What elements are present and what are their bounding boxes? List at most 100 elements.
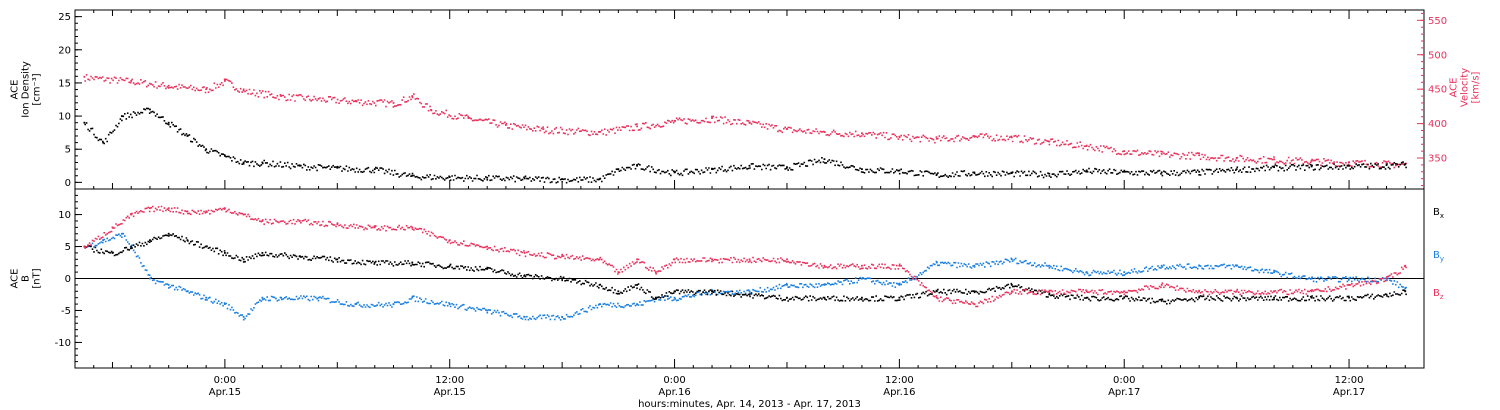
bz-series-value-point [748,258,751,261]
by-series-value-point [598,303,601,305]
bx-series [83,232,1407,305]
density-series-value-point [1273,166,1276,169]
density-series-value-point [1404,162,1407,165]
bz-series-value-point [861,264,863,267]
bx-series-value-point [1160,299,1163,302]
density-series-points [84,107,1407,184]
x-tick-time-label: 0:00 [663,375,685,386]
density-series-value-point [1385,164,1388,167]
velocity-axis-title-line: Velocity [1460,68,1471,107]
x-tick-date-label: Apr.16 [658,387,690,398]
density-series [83,107,1407,184]
data-series [83,74,1407,321]
top-panel-frame [74,9,1425,190]
bz-series-value-point [167,207,170,210]
density-series-value-point [1010,172,1013,174]
density-series-value-point [1123,170,1126,173]
b-tick-label: 5 [65,242,71,253]
bz-series-value-point [561,255,564,258]
by-series-value-point [149,277,151,280]
bx-series-value-point [1310,296,1313,299]
density-axis-title: ACE Ion Density [cm⁻³] [10,61,43,118]
velocity-series-value-point [542,128,545,131]
b-axis-title: ACE B [nT] [10,268,43,288]
velocity-series-value-point [1310,159,1313,162]
bz-series-value-point [336,223,339,226]
density-axis-title-line: [cm⁻³] [32,73,43,105]
bx-series-value-point [598,283,601,286]
velocity-series-value-point [748,122,751,124]
bz-series-value-point [242,213,245,216]
bx-series-value-point [561,277,564,280]
bx-series-value-point [617,290,620,293]
density-tick-label: 10 [58,112,71,123]
bx-series-value-point [167,232,170,235]
b-tick-label: -5 [61,306,71,317]
by-series-value-point [1123,271,1126,274]
bx-series-value-point [448,264,451,267]
bz-series-value-point [935,296,938,299]
by-series-value-point [120,232,123,235]
by-series-value-point [223,303,226,305]
bx-series-value-point [1085,296,1088,299]
by-series-value-point [1160,264,1163,267]
velocity-tick-label: 500 [1428,50,1447,61]
density-tick-label: 25 [58,12,71,23]
bz-series-value-point [654,271,657,274]
bx-series-value-point [636,283,638,286]
by-series-value-point [673,296,676,299]
by-series-value-point [1273,271,1276,274]
velocity-series-value-point [1160,152,1163,155]
b-tick-label: -10 [55,338,71,349]
bx-series-value-point [973,290,976,293]
legend-entry-by: By [1433,250,1444,263]
density-series-value-point [298,164,301,167]
velocity-axis-title-line: ACE [1449,78,1460,98]
velocity-axis-title-line: [km/s] [1471,71,1482,103]
bz-series-value-point [186,210,189,213]
velocity-series-value-point [935,137,938,140]
bz-series-value-point [598,258,601,261]
legend-entry-bx: Bx [1433,207,1444,220]
bz-series-value-point [1085,290,1088,293]
density-series-value-point [411,174,414,177]
x-tick-time-label: 12:00 [1335,375,1364,386]
by-series-value-point [486,309,489,312]
b-tick-label: 0 [65,274,71,285]
velocity-series-value-point [1235,157,1238,159]
bx-series-value-point [935,290,938,293]
velocity-series-value-point [411,95,414,97]
density-series-value-point [102,141,105,144]
density-series-value-point [149,108,151,111]
bx-series-value-point [1198,296,1201,299]
bz-series-value-point [1048,290,1051,293]
bz-series-value-point [261,220,264,222]
density-series-value-point [1348,164,1350,167]
bx-series-value-point [298,255,301,258]
by-series-value-point [1198,264,1201,267]
b-axis-title-line: [nT] [32,268,43,288]
density-tick-label: 5 [65,145,71,156]
velocity-series-value-point [1010,136,1013,139]
velocity-series-value-point [1123,150,1126,153]
velocity-series-value-point [223,80,226,82]
bx-series-value-point [186,239,189,242]
density-series-value-point [242,161,245,164]
bz-series-value-point [448,239,451,242]
x-tick-time-label: 12:00 [435,375,464,386]
bx-series-value-point [654,296,657,299]
by-series-value-point [861,277,863,280]
velocity-series-value-point [167,84,170,87]
by-series-value-point [748,290,751,293]
density-series-value-point [1198,170,1201,173]
density-series-value-point [898,169,901,172]
velocity-series-value-point [280,95,282,97]
legend-subscript: y [1440,255,1444,263]
by-series-value-point [317,296,320,299]
bx-series-value-point [261,252,264,254]
bz-series-value-point [1385,277,1388,280]
density-series-value-point [261,161,264,164]
axis-ticks [74,9,1425,369]
bx-series-value-point [523,274,526,277]
density-series-value-point [748,164,751,167]
